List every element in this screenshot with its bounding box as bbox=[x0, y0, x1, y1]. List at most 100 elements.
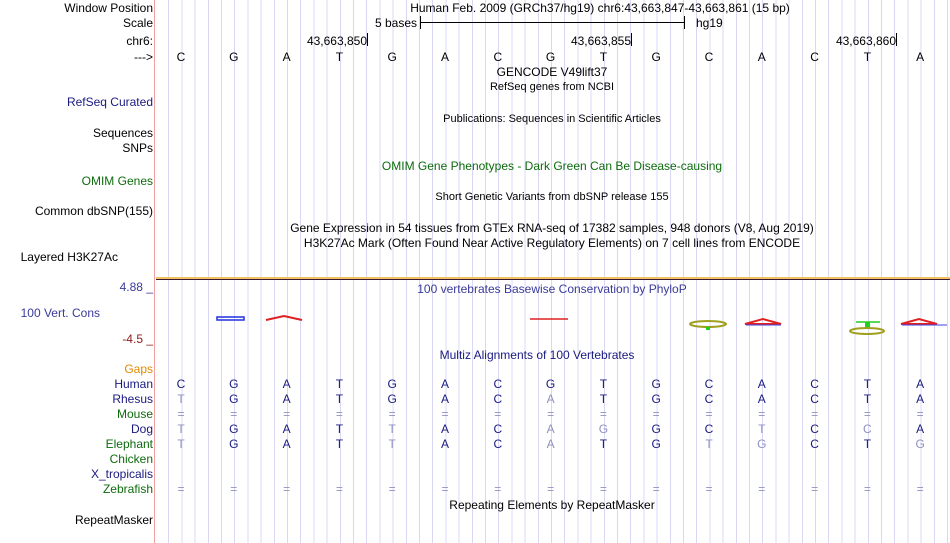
aligned-base: C bbox=[810, 377, 819, 391]
aligned-base: = bbox=[705, 407, 713, 421]
aligned-base: = bbox=[863, 482, 871, 496]
aligned-base: G bbox=[598, 422, 609, 436]
reference-base: T bbox=[599, 50, 608, 64]
track-separator-line bbox=[156, 279, 950, 280]
aligned-base: A bbox=[916, 377, 925, 391]
aligned-base: = bbox=[916, 407, 924, 421]
track-title-omim: OMIM Gene Phenotypes - Dark Green Can Be… bbox=[381, 159, 723, 173]
aligned-base: = bbox=[494, 407, 502, 421]
aligned-base: = bbox=[599, 482, 607, 496]
reference-base: T bbox=[335, 50, 344, 64]
position-label: 43,663,855 bbox=[570, 34, 631, 48]
aligned-base: A bbox=[757, 392, 766, 406]
label-repeatmasker[interactable]: RepeatMasker bbox=[74, 513, 153, 527]
aligned-base: T bbox=[599, 392, 608, 406]
aligned-base: A bbox=[440, 422, 450, 436]
aligned-base: T bbox=[863, 392, 872, 406]
base-grid bbox=[156, 0, 950, 543]
aligned-base: = bbox=[652, 482, 660, 496]
label-layered-h3k27ac[interactable]: Layered H3K27Ac bbox=[20, 250, 118, 264]
species-label-mouse: Mouse bbox=[116, 407, 153, 421]
aligned-base: T bbox=[863, 377, 872, 391]
aligned-base: = bbox=[705, 482, 713, 496]
aligned-base: T bbox=[335, 437, 344, 451]
aligned-base: A bbox=[916, 392, 925, 406]
reference-base: C bbox=[704, 50, 714, 64]
scale-tick-left bbox=[420, 16, 421, 29]
reference-base: G bbox=[387, 50, 397, 64]
reference-base: G bbox=[545, 50, 556, 64]
aligned-base: G bbox=[229, 437, 239, 451]
aligned-base: = bbox=[494, 482, 502, 496]
aligned-base: T bbox=[177, 422, 185, 436]
aligned-base: A bbox=[440, 392, 450, 406]
aligned-base: A bbox=[282, 422, 291, 436]
track-title-h3k27ac: H3K27Ac Mark (Often Found Near Active Re… bbox=[303, 236, 801, 250]
aligned-base: = bbox=[758, 407, 766, 421]
aligned-base: A bbox=[282, 437, 291, 451]
aligned-base: T bbox=[335, 422, 344, 436]
aligned-base: C bbox=[493, 377, 503, 391]
aligned-base: T bbox=[863, 437, 872, 451]
aligned-base: C bbox=[810, 437, 819, 451]
aligned-base: C bbox=[493, 392, 503, 406]
species-label-zebrafish: Zebrafish bbox=[102, 482, 153, 496]
position-label: 43,663,850 bbox=[306, 34, 367, 48]
label-common-dbsnp[interactable]: Common dbSNP(155) bbox=[34, 204, 153, 218]
track-title-gtex: Gene Expression in 54 tissues from GTEx … bbox=[290, 221, 814, 235]
label-omim-genes[interactable]: OMIM Genes bbox=[81, 174, 153, 188]
aligned-base: = bbox=[230, 407, 238, 421]
aligned-base: T bbox=[705, 437, 713, 451]
aligned-base: = bbox=[441, 407, 449, 421]
label-vert-cons[interactable]: 100 Vert. Cons bbox=[20, 306, 100, 320]
aligned-base: A bbox=[440, 377, 450, 391]
aligned-base: G bbox=[651, 422, 661, 436]
position-tick bbox=[631, 33, 632, 46]
phylop-glyph bbox=[706, 327, 710, 330]
aligned-base: T bbox=[388, 422, 396, 436]
label-refseq-curated[interactable]: RefSeq Curated bbox=[66, 95, 153, 109]
aligned-base: = bbox=[177, 482, 185, 496]
reference-base: C bbox=[493, 50, 503, 64]
aligned-base: = bbox=[283, 482, 291, 496]
track-separator bbox=[156, 277, 950, 279]
phylop-glyph bbox=[849, 327, 885, 335]
aligned-base: C bbox=[704, 422, 714, 436]
aligned-base: G bbox=[651, 392, 661, 406]
track-title-publications: Publications: Sequences in Scientific Ar… bbox=[443, 113, 661, 125]
scale-tick-right bbox=[684, 16, 685, 29]
aligned-base: C bbox=[863, 422, 872, 436]
aligned-base: C bbox=[810, 392, 819, 406]
aligned-base: = bbox=[652, 407, 660, 421]
reference-base: A bbox=[916, 50, 925, 64]
aligned-base: = bbox=[599, 407, 607, 421]
aligned-base: G bbox=[229, 422, 239, 436]
phylop-glyph bbox=[900, 317, 938, 325]
label-gaps: Gaps bbox=[124, 362, 153, 376]
aligned-base: A bbox=[282, 392, 291, 406]
phylop-logo-glyphs bbox=[216, 314, 947, 335]
reference-base: A bbox=[757, 50, 766, 64]
label-snps[interactable]: SNPs bbox=[122, 141, 153, 155]
aligned-base: C bbox=[493, 422, 503, 436]
reference-base: C bbox=[176, 50, 186, 64]
position-tick bbox=[367, 33, 368, 46]
track-title-phylop: 100 vertebrates Basewise Conservation by… bbox=[417, 282, 687, 296]
aligned-base: = bbox=[811, 407, 819, 421]
reference-base: G bbox=[651, 50, 661, 64]
aligned-base: A bbox=[546, 392, 555, 406]
species-label-x_tropicalis: X_tropicalis bbox=[90, 467, 153, 481]
species-label-rhesus: Rhesus bbox=[112, 392, 153, 406]
scale-bar bbox=[420, 22, 684, 23]
label-sequences[interactable]: Sequences bbox=[92, 126, 153, 140]
aligned-base: G bbox=[387, 377, 397, 391]
phylop-glyph bbox=[744, 317, 782, 325]
position-tick bbox=[896, 33, 897, 46]
aligned-base: A bbox=[282, 377, 291, 391]
aligned-base: T bbox=[599, 377, 608, 391]
species-label-elephant: Elephant bbox=[105, 437, 153, 451]
aligned-base: G bbox=[757, 437, 767, 451]
track-title-repeatmasker: Repeating Elements by RepeatMasker bbox=[449, 498, 655, 512]
aligned-base: C bbox=[704, 377, 714, 391]
aligned-base: G bbox=[545, 377, 556, 391]
